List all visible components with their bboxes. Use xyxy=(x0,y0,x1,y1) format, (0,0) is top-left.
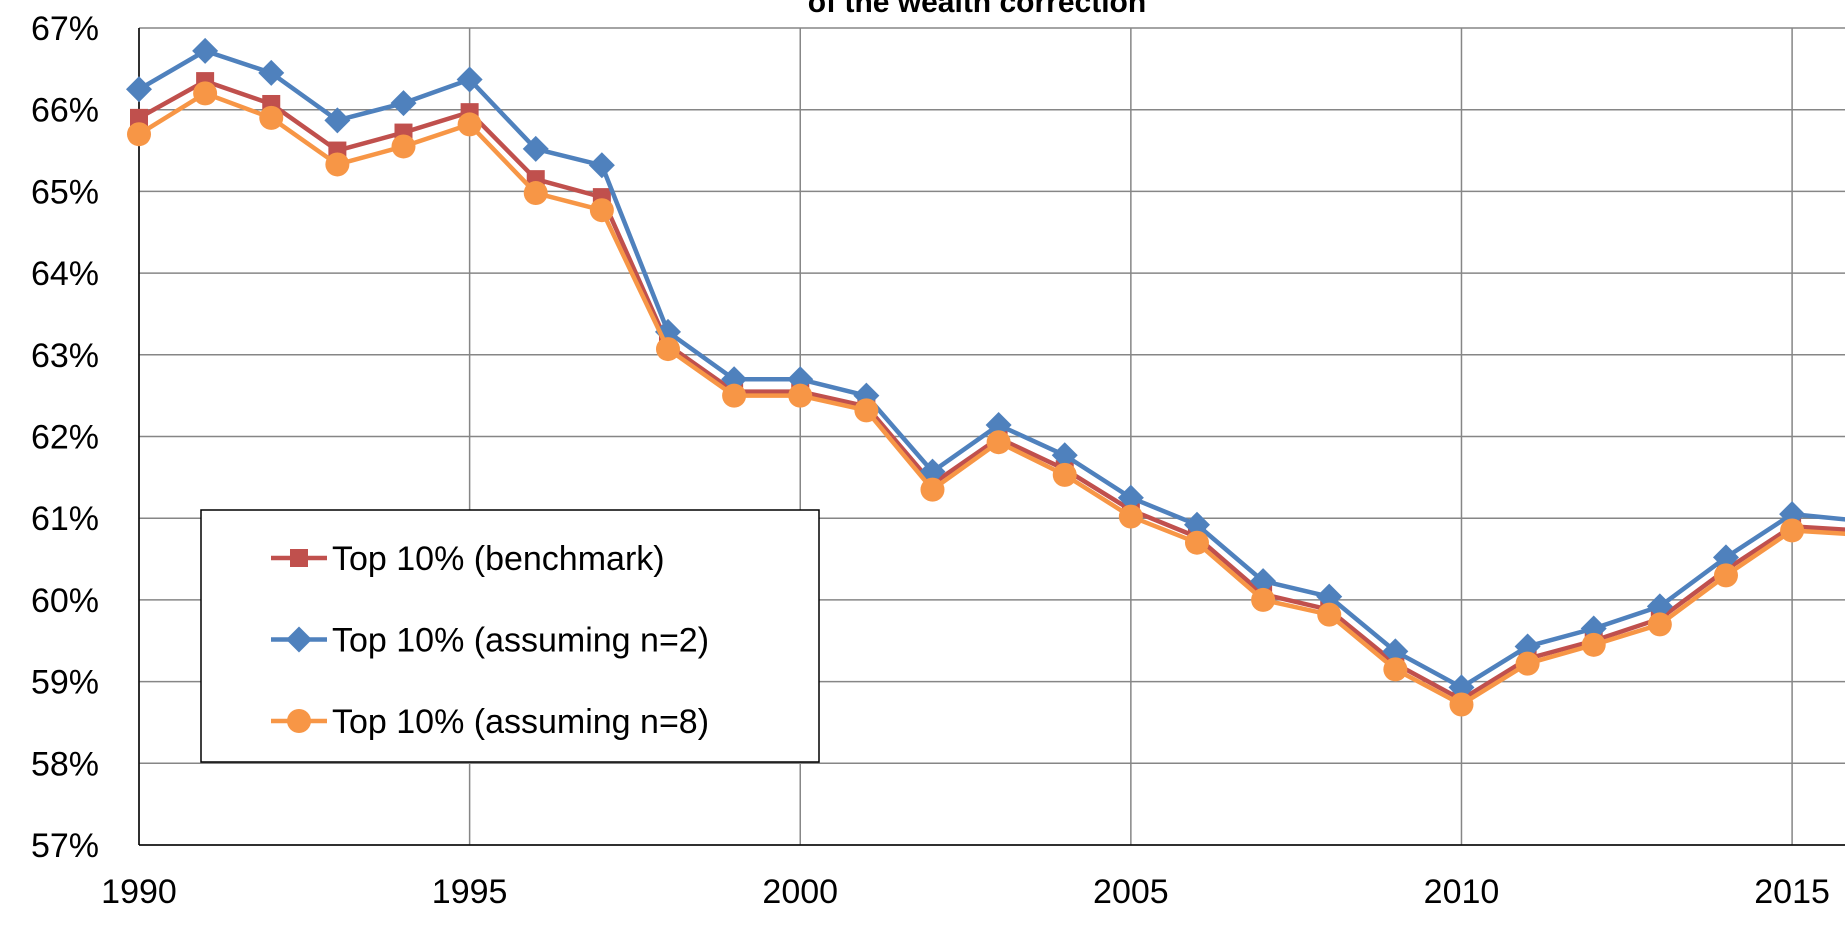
marker xyxy=(1251,587,1276,612)
y-tick-label: 65% xyxy=(31,173,99,211)
y-tick-label: 57% xyxy=(31,827,99,865)
marker xyxy=(286,626,312,653)
marker xyxy=(1250,568,1277,595)
marker xyxy=(655,337,680,362)
marker xyxy=(1646,593,1673,620)
marker xyxy=(1647,612,1672,637)
marker xyxy=(522,135,549,162)
y-tick-label: 63% xyxy=(31,337,99,375)
marker xyxy=(1449,692,1474,717)
marker xyxy=(1514,633,1541,660)
marker xyxy=(1448,674,1475,701)
marker xyxy=(1515,651,1540,676)
legend-label: Top 10% (benchmark) xyxy=(332,540,665,578)
y-tick-label: 58% xyxy=(31,745,99,783)
marker xyxy=(192,37,219,64)
marker xyxy=(523,181,548,206)
marker xyxy=(589,198,614,223)
marker xyxy=(920,477,945,502)
marker xyxy=(1118,504,1143,529)
marker xyxy=(588,152,615,179)
x-tick-label: 1990 xyxy=(101,873,177,911)
y-tick-label: 64% xyxy=(31,255,99,293)
marker xyxy=(722,383,747,408)
x-tick-label: 2010 xyxy=(1424,873,1500,911)
x-tick-label: 2015 xyxy=(1754,873,1830,911)
x-tick-label: 2000 xyxy=(762,873,838,911)
y-tick-label: 59% xyxy=(31,664,99,702)
marker xyxy=(1183,511,1210,538)
marker xyxy=(259,105,284,130)
legend-label: Top 10% (assuming n=2) xyxy=(332,622,709,660)
chart-title: of the wealth correction xyxy=(808,0,1146,19)
marker xyxy=(986,430,1011,455)
y-tick-label: 67% xyxy=(31,10,99,48)
marker xyxy=(1317,602,1342,627)
marker xyxy=(1713,563,1738,588)
legend: Top 10% (benchmark) Top 10% (assuming n=2… xyxy=(200,509,820,763)
marker xyxy=(391,134,416,159)
marker xyxy=(287,709,311,733)
marker xyxy=(854,398,879,423)
marker xyxy=(390,90,417,117)
marker xyxy=(325,152,350,177)
marker xyxy=(1712,544,1739,571)
marker xyxy=(1052,462,1077,487)
y-tick-label: 62% xyxy=(31,419,99,457)
y-tick-label: 60% xyxy=(31,582,99,620)
marker xyxy=(456,66,483,93)
x-tick-label: 2005 xyxy=(1093,873,1169,911)
marker xyxy=(127,122,151,147)
marker xyxy=(1382,638,1409,665)
marker xyxy=(258,59,285,86)
marker xyxy=(193,81,218,106)
marker xyxy=(290,549,308,567)
plot-area xyxy=(126,37,1845,717)
marker xyxy=(457,112,482,137)
marker xyxy=(1184,530,1209,555)
marker xyxy=(1383,657,1408,682)
marker xyxy=(130,108,148,127)
x-tick-label: 1995 xyxy=(432,873,508,911)
legend-label: Top 10% (assuming n=8) xyxy=(332,703,709,741)
marker xyxy=(126,76,152,103)
marker xyxy=(1051,442,1078,469)
marker xyxy=(1316,583,1343,610)
y-tick-label: 61% xyxy=(31,500,99,538)
marker xyxy=(1117,484,1144,511)
y-tick-label: 66% xyxy=(31,92,99,130)
marker xyxy=(1581,632,1606,657)
marker xyxy=(985,412,1012,439)
marker xyxy=(1780,518,1805,543)
marker xyxy=(919,458,946,485)
marker xyxy=(788,383,813,408)
marker xyxy=(324,107,351,134)
